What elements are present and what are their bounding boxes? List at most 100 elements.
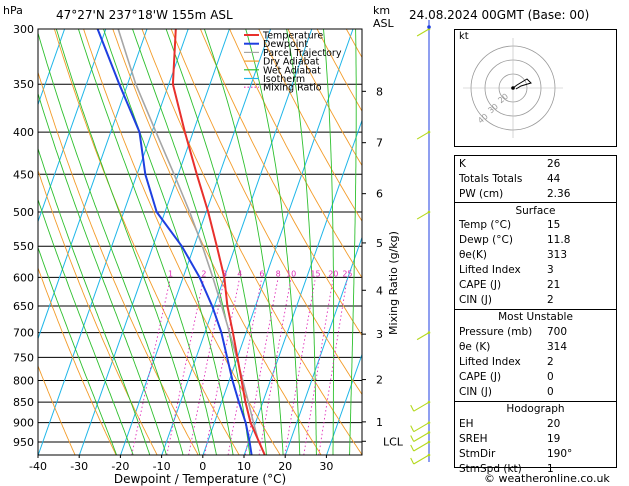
mu-row: CAPE (J) 0 [459,371,554,383]
legend-label: Dry Adiabat [263,57,320,68]
pressure-tick-label: 850 [13,396,34,409]
surface-row: θe(K) 313 [459,249,568,261]
km-tick-label: 6 [376,188,383,201]
wet-adiabat-line [323,29,335,455]
wet-adiabat-line [38,198,134,455]
x-tick-label: -40 [29,460,47,473]
km-tick-label: 8 [376,85,383,98]
hodograph-origin [511,86,515,90]
wet-adiabat-line [165,29,267,455]
wet-adiabat-line [38,246,118,455]
mixing-ratio-line [303,280,334,455]
hodo-row: StmSpd (kt) 1 [459,463,554,475]
divider [455,401,616,402]
mixing-ratio-label: 2 [201,269,206,278]
legend-label: Dewpoint [263,39,308,50]
km-tick-label: 4 [376,284,383,297]
wind-top-marker [427,25,431,29]
wind-barb [416,332,430,341]
asl-label: ASL [373,17,394,30]
wind-barb [413,454,430,465]
dry-adiabat-line [38,169,158,455]
hpa-label: hPa [3,4,23,17]
mu-row: CIN (J) 0 [459,386,554,398]
wind-barb-flag [410,444,415,452]
hodo-row: EH 20 [459,418,561,430]
temperature-line [171,29,266,455]
wind-barb [413,401,430,412]
dry-adiabat-line [53,29,240,455]
isotherm-line [202,29,354,455]
dewpoint-line [96,29,253,455]
isotherm-line [120,29,272,455]
wet-adiabat-line [38,31,184,455]
wet-adiabat-line [286,29,317,455]
pressure-tick-label: 750 [13,351,34,364]
pressure-tick-label: 600 [13,271,34,284]
mixing-ratio-label: 4 [237,269,242,278]
parcel-trajectory-line [117,29,266,455]
surface-row: Lifted Index 3 [459,264,554,276]
pressure-tick-label: 800 [13,374,34,387]
wind-barb-flag [410,435,415,442]
surface-row: Temp (°C) 15 [459,219,561,231]
mixing-ratio-line [227,280,262,455]
x-tick-label: 20 [278,460,292,473]
km-tick-label: 3 [376,328,383,341]
wet-adiabat-line [38,92,167,455]
dry-adiabat-line [170,29,362,396]
surface-row: Dewp (°C) 11.8 [459,234,571,246]
x-tick-label: -20 [111,460,129,473]
hodograph-ring-label: 40 [476,112,490,125]
mu-row: Pressure (mb) 700 [459,326,568,338]
surface-title: Surface [515,205,556,217]
pressure-tick-label: 500 [13,206,34,219]
dry-adiabat-line [258,29,362,222]
mixing-ratio-label: 3 [222,269,227,278]
isotherm-line [38,29,107,224]
index-row-pw: PW (cm) 2.36 [459,188,571,200]
pressure-tick-label: 650 [13,300,34,313]
isotherm-line [38,29,189,455]
wet-adiabat-line [38,147,151,455]
x-tick-label: 30 [319,460,333,473]
datetime-label: 24.08.2024 00GMT (Base: 00) [409,8,590,22]
wind-barb [413,441,430,452]
mixing-ratio-line [166,280,204,455]
dry-adiabat-line [83,29,281,455]
mixing-ratio-line [318,280,348,455]
hodograph-trace [512,78,532,90]
hodograph-kt-label: kt [459,31,469,42]
mu-row: θe (K) 314 [459,341,568,353]
wind-barb [413,422,430,433]
km-label: km [373,4,391,17]
divider [455,309,616,310]
hodograph-panel: kt 40 30 20 [454,29,617,147]
mixing-ratio-label: 6 [259,269,264,278]
wind-barb [416,28,430,37]
wet-adiabat-line [203,29,284,455]
x-tick-label: 10 [237,460,251,473]
legend-label: Temperature [262,31,323,42]
surface-row: CAPE (J) 21 [459,279,561,291]
mixing-ratio-label: 1 [168,269,173,278]
mixing-ratio-label: 8 [276,269,281,278]
x-tick-label: -10 [153,460,171,473]
mixing-ratio-line [131,280,171,455]
mu-row: Lifted Index 2 [459,356,554,368]
indices-panel: K 26 Totals Totals 44 PW (cm) 2.36 [454,155,617,204]
isotherm-line [243,118,362,455]
hodo-row: SREH 19 [459,433,561,445]
dry-adiabat-line [112,29,322,455]
mixing-ratio-line [188,280,225,455]
pressure-tick-label: 950 [13,436,34,449]
surface-row: CIN (J) 2 [459,294,554,306]
location-label: 47°27'N 237°18'W 155m ASL [56,8,233,22]
wet-adiabat-line [77,29,217,455]
wet-adiabat-line [132,29,251,455]
pressure-tick-label: 400 [13,126,34,139]
km-tick-label: 7 [376,137,383,150]
legend-label: Wet Adiabat [263,65,321,76]
